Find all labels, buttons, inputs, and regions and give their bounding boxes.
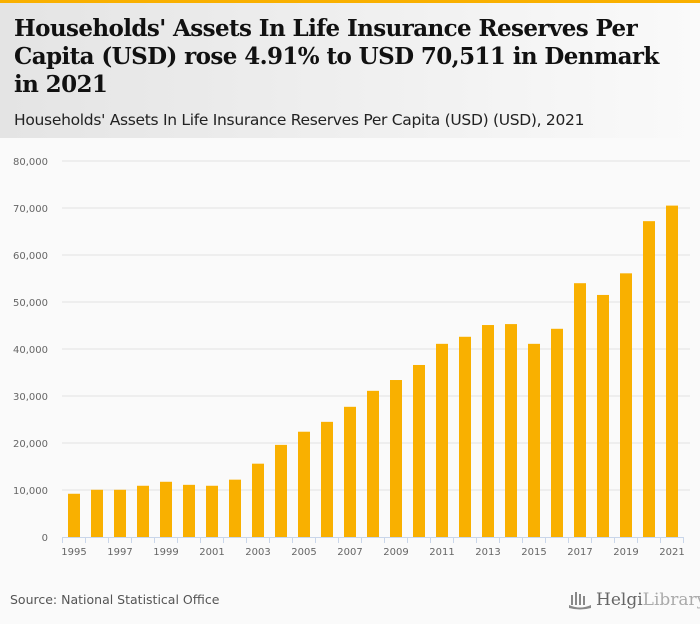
- bar-2017: [574, 283, 586, 537]
- page-title: Households' Assets In Life Insurance Res…: [14, 15, 659, 98]
- x-tick-label: 1995: [61, 547, 86, 558]
- library-logo-icon: [569, 592, 591, 610]
- bar-2012: [459, 336, 471, 537]
- x-tick-label: 2017: [567, 547, 592, 558]
- x-tick-label: 2015: [521, 547, 546, 558]
- x-tick-label: 2019: [613, 547, 638, 558]
- helgi-library-logo[interactable]: HelgiLibrary.: [568, 590, 700, 610]
- x-tick-label: 2009: [383, 547, 408, 558]
- bar-2015: [528, 343, 540, 537]
- bar-2011: [436, 343, 448, 537]
- chart-subtitle: Households' Assets In Life Insurance Res…: [14, 111, 585, 129]
- y-tick-label: 50,000: [13, 298, 48, 309]
- x-tick-label: 2003: [245, 547, 270, 558]
- y-tick-label: 60,000: [13, 251, 48, 262]
- source-note: Source: National Statistical Office: [10, 592, 220, 607]
- bar-2004: [275, 444, 287, 537]
- header: Households' Assets In Life Insurance Res…: [0, 3, 700, 138]
- bar-2009: [390, 380, 402, 537]
- logo-text-bold: Helgi: [596, 590, 643, 610]
- y-tick-label: 40,000: [13, 345, 48, 356]
- bar-1998: [137, 485, 149, 537]
- bar-2003: [252, 463, 264, 537]
- x-tick-label: 2005: [291, 547, 316, 558]
- bar-1996: [91, 489, 103, 537]
- y-tick-label: 20,000: [13, 439, 48, 450]
- bar-1999: [160, 481, 172, 537]
- x-tick-label: 2011: [429, 547, 454, 558]
- x-tick-label: 2007: [337, 547, 362, 558]
- bar-chart: 0 10,000 20,000 30,000 40,000 50,000 60,000 70,…: [13, 157, 690, 558]
- bar-2006: [321, 421, 333, 537]
- bar-2021: [666, 205, 678, 537]
- x-tick-label: 2001: [199, 547, 224, 558]
- bar-2016: [551, 328, 563, 537]
- bar-2018: [597, 294, 609, 537]
- bar-2013: [482, 325, 494, 537]
- y-tick-label: 80,000: [13, 157, 48, 168]
- bar-2019: [620, 273, 632, 537]
- bar-1995: [68, 493, 80, 537]
- bar-2010: [413, 364, 425, 537]
- bar-2005: [298, 431, 310, 537]
- x-tick-label: 2013: [475, 547, 500, 558]
- bar-2014: [505, 324, 517, 537]
- x-tick-label: 1999: [153, 547, 178, 558]
- y-tick-label: 70,000: [13, 204, 48, 215]
- bar-2007: [344, 406, 356, 537]
- bar-2008: [367, 390, 379, 537]
- accent-bar: [0, 0, 700, 3]
- bar-2000: [183, 484, 195, 537]
- y-tick-label: 10,000: [13, 486, 48, 497]
- x-tick-label: 2021: [659, 547, 684, 558]
- bar-2001: [206, 485, 218, 537]
- bar-2020: [643, 221, 655, 537]
- y-tick-label: 30,000: [13, 392, 48, 403]
- bar-2002: [229, 479, 241, 537]
- bar-1997: [114, 489, 126, 537]
- logo-text-light: Library.: [642, 590, 700, 610]
- x-tick-label: 1997: [107, 547, 132, 558]
- y-tick-label: 0: [42, 533, 48, 544]
